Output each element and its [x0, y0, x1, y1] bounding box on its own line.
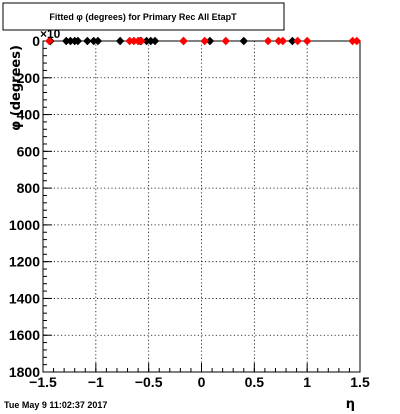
- y-tick-label: 1400: [9, 290, 40, 306]
- x-axis-title: η: [346, 397, 355, 412]
- title-box: [2, 2, 285, 31]
- y-tick-labels: 0 200 400 600 800 1000 1200 1400 1600 1800: [9, 33, 40, 380]
- black-diamond-point: [89, 36, 98, 46]
- black-diamond-point: [73, 36, 83, 46]
- black-diamond-point: [62, 36, 71, 46]
- black-diamond-point: [83, 36, 92, 46]
- red-diamond-point: [179, 36, 188, 46]
- black-diamond-point: [205, 36, 215, 46]
- x-tick-label: −0.5: [135, 374, 163, 390]
- y-tick-label: 200: [17, 70, 41, 86]
- red-diamond-point: [137, 36, 146, 46]
- x-tick-label: 1: [303, 374, 311, 390]
- red-diamond-point: [278, 36, 288, 46]
- y-tick-label: 400: [17, 107, 41, 123]
- red-diamond-point: [221, 36, 231, 46]
- black-diamond-point: [288, 36, 297, 46]
- y-axis-title: φ (degrees): [9, 45, 24, 131]
- y-tick-label: 800: [17, 180, 41, 196]
- y-tick-label: 600: [17, 143, 41, 159]
- red-diamond-point: [348, 36, 357, 46]
- red-diamond-point: [125, 36, 134, 46]
- y-tick-label: 0: [32, 33, 40, 49]
- x-tick-label: 0.5: [245, 374, 265, 390]
- y-exponent-label: ×10: [40, 27, 61, 41]
- black-diamond-point: [146, 36, 155, 46]
- x-tick-label: −1: [88, 374, 104, 390]
- black-diamond-point: [150, 36, 160, 46]
- x-tick-label: −1.5: [29, 374, 57, 390]
- red-diamond-point: [352, 36, 362, 46]
- y-tick-label: 1600: [9, 327, 40, 343]
- red-diamond-point: [263, 36, 273, 46]
- black-diamond-point: [66, 36, 75, 46]
- y-tick-label: 1200: [9, 254, 40, 270]
- timestamp: Tue May 9 11:02:37 2017: [4, 400, 107, 410]
- chart-title: Fitted φ (degrees) for Primary Rec All E…: [49, 12, 237, 22]
- red-diamond-point: [302, 36, 312, 46]
- x-tick-label: 0: [198, 374, 206, 390]
- y-tick-label: 1000: [9, 217, 40, 233]
- grid-lines: [43, 41, 360, 372]
- axis-ticks: [42, 40, 361, 373]
- black-diamond-point: [115, 36, 125, 46]
- red-diamond-point: [274, 36, 283, 46]
- red-diamond-point: [293, 36, 302, 46]
- red-diamond-point: [129, 36, 139, 46]
- data-points: [45, 36, 362, 46]
- black-diamond-point: [142, 36, 151, 46]
- red-diamond-point: [45, 36, 54, 46]
- x-tick-labels: −1.5 −1 −0.5 0 0.5 1 1.5: [29, 374, 370, 390]
- x-tick-label: 1.5: [350, 374, 370, 390]
- red-diamond-point: [200, 36, 209, 46]
- black-diamond-point: [239, 36, 248, 46]
- y-tick-label: 1800: [9, 364, 40, 380]
- black-diamond-point: [93, 36, 103, 46]
